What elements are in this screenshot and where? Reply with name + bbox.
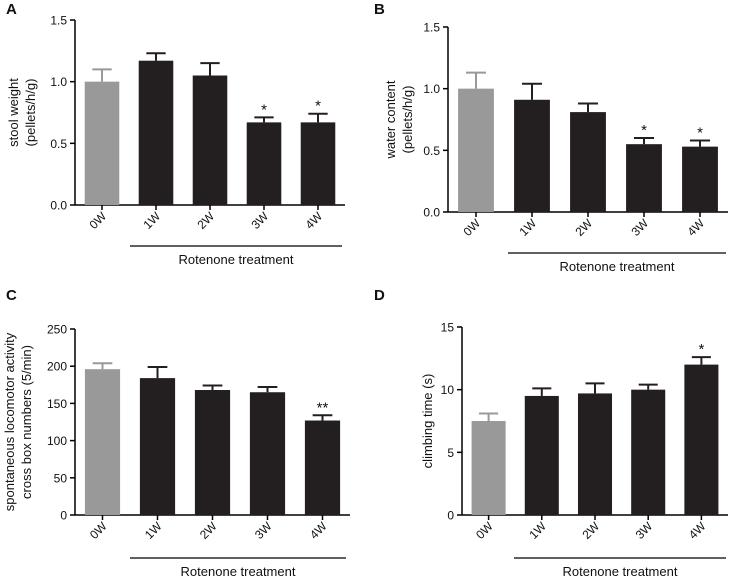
panel-b-y-label: water content <box>383 80 398 159</box>
panel-b-letter: B <box>374 1 385 18</box>
panel-c-bar-3W <box>249 392 286 515</box>
panel-a-y-label: (pellets/h/g) <box>23 79 38 147</box>
panel-a-y-tick-label: 1.5 <box>50 14 67 28</box>
panel-c-letter: C <box>6 287 17 304</box>
panel-c-y-tick-label: 100 <box>47 434 67 448</box>
panel-d-y-tick-label: 5 <box>447 446 454 460</box>
panel-d-bar-1W <box>524 395 559 515</box>
panel-c-x-tick-label-2W: 2W <box>197 519 220 542</box>
panel-b-bar-1W <box>514 99 550 212</box>
panel-a-x-tick-label-2W: 2W <box>194 209 217 232</box>
panel-b-y-label: (pellets/h/g) <box>400 86 415 154</box>
panel-c-bar-4W <box>304 420 341 515</box>
panel-a-x-tick-label-0W: 0W <box>86 209 109 232</box>
panel-a-significance-3W: * <box>261 101 267 118</box>
panel-b-y-tick-label: 0.0 <box>423 206 440 220</box>
panel-c-y-tick-label: 200 <box>47 360 67 374</box>
panel-b-bar-3W <box>626 144 662 212</box>
panel-c-x-tick-label-1W: 1W <box>142 519 165 542</box>
panel-c-y-tick-label: 250 <box>47 323 67 337</box>
panel-d-y-label: climbing time (s) <box>420 374 435 469</box>
panel-c-x-tick-label-0W: 0W <box>87 519 110 542</box>
panel-c-bar-0W <box>84 369 121 515</box>
panel-a-x-tick-label-1W: 1W <box>140 209 163 232</box>
panel-a-bar-4W <box>300 122 336 205</box>
panel-d-y-tick-label: 0 <box>447 509 454 523</box>
panel-d-bar-2W <box>577 393 613 515</box>
panel-d-x-tick-label-2W: 2W <box>579 519 602 542</box>
panel-b-x-tick-label-2W: 2W <box>572 216 595 239</box>
panel-d-significance-4W: * <box>698 341 704 358</box>
panel-c: C 0 50 100 150 200 250 spontaneous locomotor ac… <box>2 287 350 579</box>
panel-d-bar-3W <box>631 389 666 515</box>
panel-c-y-tick-label: 0 <box>60 509 67 523</box>
panel-d-x-tick-label-4W: 4W <box>686 519 709 542</box>
panel-b-x-tick-label-1W: 1W <box>516 216 539 239</box>
panel-b-bar-4W <box>682 146 718 212</box>
panel-d-bar-4W <box>684 364 719 515</box>
panel-b-y-tick-label: 1.5 <box>423 21 440 35</box>
panel-d-x-tick-label-0W: 0W <box>473 519 496 542</box>
panel-a-letter: A <box>6 1 17 18</box>
panel-c-y-label: cross box numbers (5/min) <box>19 345 34 499</box>
panel-d-y-tick-label: 10 <box>441 383 455 397</box>
panel-a-significance-4W: * <box>315 98 321 115</box>
panel-c-y-tick-label: 150 <box>47 397 67 411</box>
panel-b-bar-2W <box>570 112 606 212</box>
panel-c-x-tick-label-3W: 3W <box>252 519 275 542</box>
panel-d-y-tick-label: 15 <box>441 321 455 335</box>
panel-d-x-tick-label-3W: 3W <box>633 519 656 542</box>
panel-a-bar-2W <box>192 75 228 205</box>
panel-b-bar-0W <box>458 88 494 212</box>
panel-b-significance-4W: * <box>697 124 703 141</box>
panel-a-y-tick-label: 0.5 <box>50 137 67 151</box>
panel-b: B 0.0 0.5 1.0 1.5 water content (pellets/h/g) 0… <box>374 1 728 274</box>
panel-a-y-label: stool weight <box>6 78 21 147</box>
panel-b-x-tick-label-3W: 3W <box>628 216 651 239</box>
panel-c-bar-1W <box>139 378 176 515</box>
panel-c-y-label: spontaneous locomotor activity <box>2 332 17 511</box>
panel-a-x-tick-label-4W: 4W <box>302 209 325 232</box>
panel-a-y-tick-label: 1.0 <box>50 75 67 89</box>
panel-a-bar-0W <box>84 81 120 205</box>
panel-b-x-tick-label-0W: 0W <box>460 216 483 239</box>
panel-a-y-tick-label: 0.0 <box>50 199 67 213</box>
panel-a-bar-1W <box>138 60 174 206</box>
panel-c-x-tick-label-4W: 4W <box>307 519 330 542</box>
panel-d-x-label: Rotenone treatment <box>563 564 678 579</box>
panel-b-y-tick-label: 1.0 <box>423 82 440 96</box>
panel-a-bar-3W <box>246 122 282 205</box>
panel-b-x-tick-label-4W: 4W <box>684 216 707 239</box>
panel-c-bar-2W <box>194 390 231 515</box>
panel-a-x-tick-label-3W: 3W <box>248 209 271 232</box>
panel-d-x-tick-label-1W: 1W <box>526 519 549 542</box>
panel-b-significance-3W: * <box>641 122 647 139</box>
panel-d-letter: D <box>374 287 385 304</box>
panel-c-y-tick-label: 50 <box>54 471 68 485</box>
panel-c-significance-4W: ** <box>317 399 329 416</box>
panel-d-bar-0W <box>471 421 506 515</box>
panel-b-x-label: Rotenone treatment <box>560 259 675 274</box>
panel-d: D 0 5 10 15 climbing time (s) 0W 1W 2W 3W * 4W Roten… <box>374 287 728 579</box>
panel-a-x-label: Rotenone treatment <box>179 252 294 267</box>
panel-a: A 0.0 0.5 1.0 1.5 stool weight (pellets/h/g) 0W… <box>6 1 345 267</box>
panel-c-x-label: Rotenone treatment <box>181 564 296 579</box>
panel-b-y-tick-label: 0.5 <box>423 144 440 158</box>
